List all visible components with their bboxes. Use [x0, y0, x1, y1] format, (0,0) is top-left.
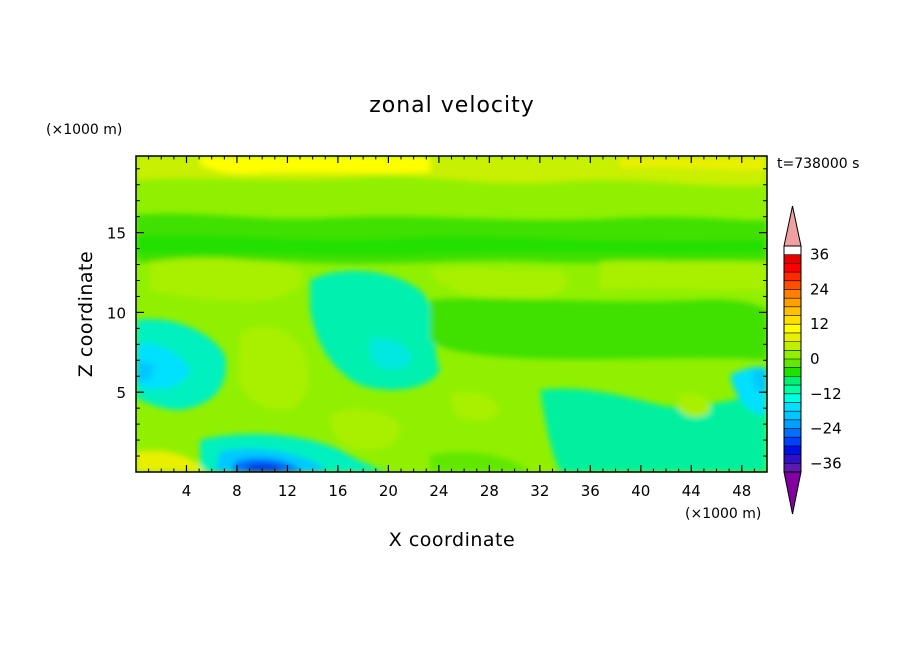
colorbar-segment [784, 280, 801, 290]
time-label: t=738000 s [777, 156, 859, 172]
colorbar-segment [784, 376, 801, 386]
y-tick-label: 5 [116, 384, 126, 402]
y-tick-label: 15 [107, 225, 126, 243]
colorbar-segment [784, 393, 801, 403]
x-tick-label: 20 [379, 482, 398, 500]
colorbar-segment [784, 454, 801, 464]
x-tick-label: 12 [278, 482, 297, 500]
colorbar-label: −24 [810, 420, 842, 438]
colorbar-segment [784, 341, 801, 351]
y-axis-ticks: 5 10 15 [107, 168, 767, 457]
x-tick-label: 36 [581, 482, 600, 500]
colorbar-segment [784, 419, 801, 429]
y-axis-label: Z coordinate [75, 251, 97, 377]
colorbar-segment [784, 263, 801, 273]
colorbar-segment [784, 298, 801, 307]
colorbar-segment [784, 359, 801, 368]
colorbar-segment [784, 437, 801, 446]
colorbar-segment [784, 324, 801, 333]
colorbar-segment [784, 402, 801, 412]
colorbar-segment [784, 463, 801, 472]
x-axis-ticks: 4 8 12 16 20 24 28 32 36 40 44 48 [148, 156, 755, 500]
x-tick-label: 44 [682, 482, 701, 500]
colorbar-segment [784, 254, 801, 264]
x-tick-label: 24 [429, 482, 448, 500]
x-tick-label: 32 [530, 482, 549, 500]
colorbar-segment [784, 411, 801, 420]
colorbar-segment [784, 289, 801, 299]
x-tick-label: 8 [232, 482, 242, 500]
colorbar-segment [784, 367, 801, 377]
x-axis-label: X coordinate [389, 529, 515, 551]
colorbar-label: −12 [810, 385, 842, 403]
colorbar-segment [784, 385, 801, 394]
x-unit-label: (×1000 m) [685, 506, 761, 522]
colorbar: 36 24 12 0 −12 −24 −36 [783, 205, 842, 515]
x-tick-label: 48 [732, 482, 751, 500]
y-tick-label: 10 [107, 304, 126, 322]
chart-title: zonal velocity [369, 93, 535, 118]
colorbar-label: 36 [810, 246, 829, 264]
y-unit-label: (×1000 m) [46, 122, 122, 138]
colorbar-label: 12 [810, 315, 829, 333]
colorbar-max-arrow [783, 205, 802, 247]
x-tick-label: 16 [328, 482, 347, 500]
colorbar-segment [784, 272, 801, 281]
colorbar-label: 24 [810, 280, 829, 298]
colorbar-min-arrow [783, 471, 802, 515]
colorbar-segment [784, 350, 801, 359]
colorbar-label: 0 [810, 350, 820, 368]
colorbar-segment [784, 315, 801, 325]
heatmap-field [136, 156, 767, 472]
x-tick-label: 40 [631, 482, 650, 500]
x-tick-label: 4 [182, 482, 192, 500]
x-tick-label: 28 [480, 482, 499, 500]
colorbar-segment [784, 428, 801, 438]
colorbar-segment [784, 332, 801, 342]
colorbar-segment [784, 306, 801, 316]
colorbar-segment [784, 445, 801, 455]
colorbar-label: −36 [810, 454, 842, 472]
